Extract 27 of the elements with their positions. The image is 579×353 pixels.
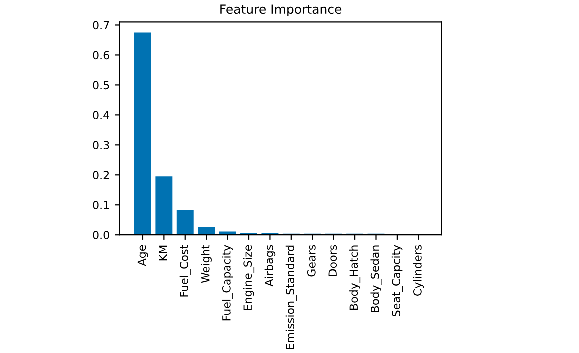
chart-title: Feature Importance	[220, 4, 342, 17]
x-tick-label: KM	[159, 246, 168, 261]
y-tick-label: 0.4	[93, 111, 110, 120]
bar	[134, 32, 152, 236]
y-tick-label: 0.7	[93, 21, 110, 30]
x-tick-label: Seat_Capcity	[392, 245, 403, 316]
x-tick-label: Airbags	[264, 245, 276, 287]
x-tick-label: Cylinders	[413, 245, 424, 296]
y-tick-label: 0.3	[93, 141, 110, 150]
x-tick-label: Body_Hatch	[350, 246, 361, 310]
x-tick-label: Fuel_Capacity	[222, 245, 234, 321]
y-tick-label: 0.6	[93, 51, 110, 60]
y-tick-label: 0.0	[93, 231, 110, 240]
x-tick-label: Emission_Standard	[286, 246, 297, 350]
x-tick-label: Gears	[307, 245, 316, 277]
x-tick-label: Weight	[201, 245, 212, 284]
bar	[198, 227, 216, 236]
bar	[176, 210, 194, 236]
x-tick-label: Body_Sedan	[370, 246, 382, 312]
x-tick-label: Fuel_Cost	[180, 245, 191, 297]
bar	[156, 176, 173, 236]
x-tick-label: Engine_Size	[243, 245, 255, 310]
y-tick-label: 0.1	[93, 201, 110, 210]
y-tick-label: 0.2	[93, 171, 110, 180]
x-tick-label: Doors	[328, 245, 338, 276]
y-tick-label: 0.5	[93, 81, 110, 90]
x-tick-label: Age	[138, 245, 148, 266]
